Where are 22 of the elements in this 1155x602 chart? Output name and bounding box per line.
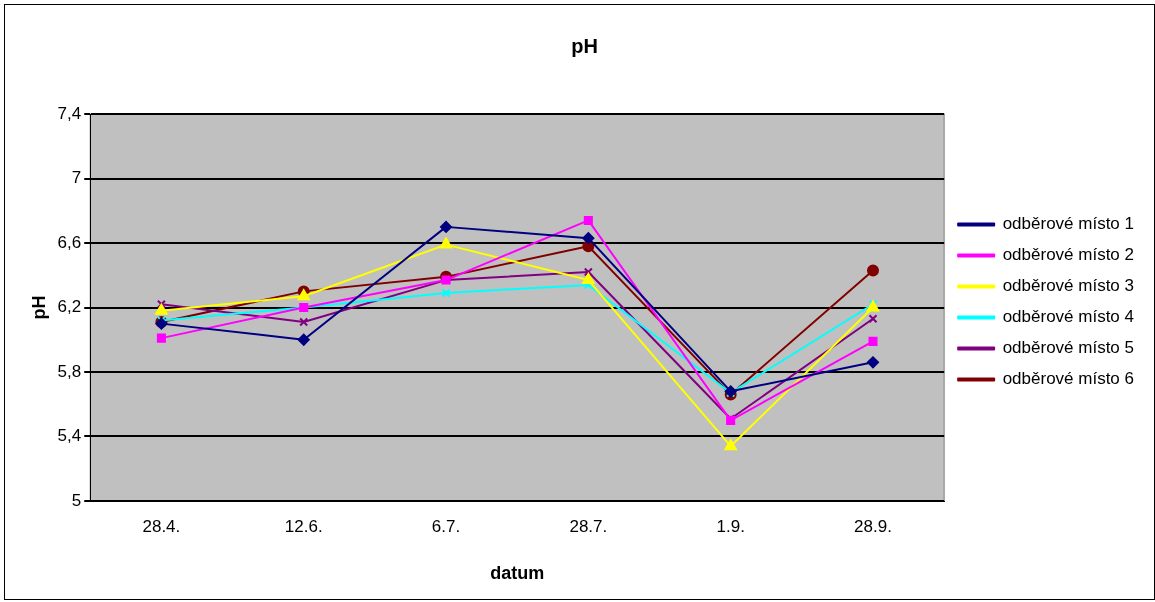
x-tick-label: 12.6.: [284, 516, 323, 536]
y-tick-label: 7,4: [57, 103, 82, 123]
legend-label: odběrové místo 3: [1002, 276, 1135, 296]
x-tick-label: 28.7.: [569, 516, 608, 536]
x-tick-label: 1.9.: [716, 516, 745, 536]
x-axis-title: datum: [490, 563, 545, 584]
y-tick-label: 6,2: [57, 297, 82, 317]
x-tick-label: 28.9.: [854, 516, 892, 536]
legend-label: odběrové místo 1: [1002, 214, 1135, 234]
legend-label: odběrové místo 4: [1002, 307, 1135, 327]
y-tick-label: 7: [71, 168, 82, 188]
x-tick-label: 28.4.: [142, 516, 181, 536]
y-tick-label: 5,4: [57, 426, 82, 446]
y-tick-label: 5,8: [57, 361, 82, 381]
legend-label: odběrové místo 2: [1002, 245, 1135, 265]
legend-label: odběrové místo 5: [1002, 338, 1135, 358]
legend-label: odběrové místo 6: [1002, 369, 1135, 389]
y-tick-label: 6,6: [57, 232, 82, 252]
chart-title: pH: [571, 34, 598, 57]
y-axis-title: pH: [28, 295, 49, 320]
x-tick-label: 6.7.: [431, 516, 461, 536]
y-tick-label: 5: [71, 490, 82, 510]
